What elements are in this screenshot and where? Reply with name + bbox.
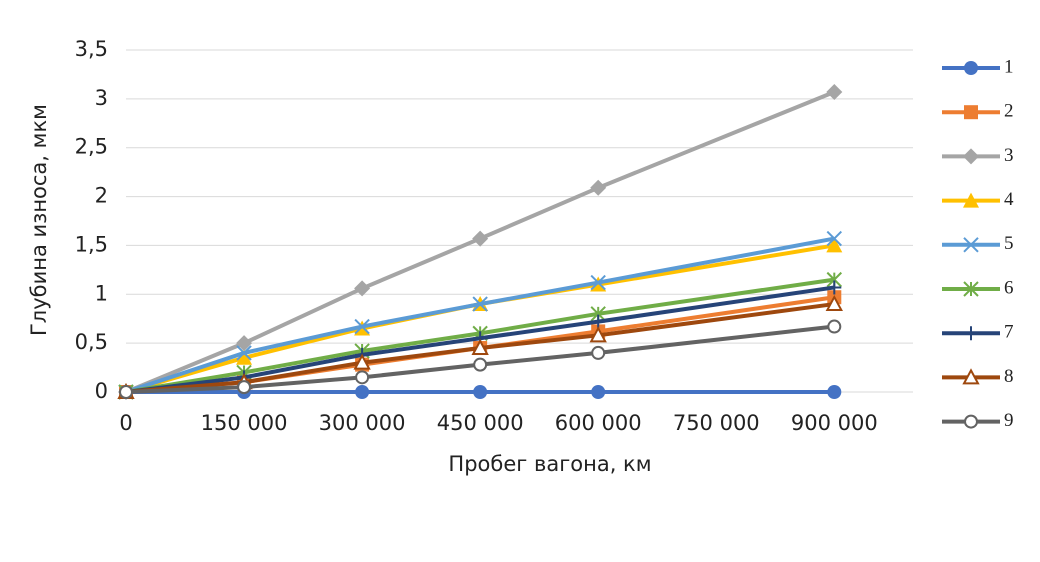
marker — [827, 385, 842, 399]
marker — [355, 370, 370, 385]
marker — [963, 192, 979, 208]
marker — [826, 84, 843, 101]
marker — [236, 349, 253, 365]
legend-label: 8 — [1004, 366, 1014, 387]
legend-label: 9 — [1004, 410, 1014, 431]
series-line — [125, 277, 835, 394]
x-tick-label: 300 000 — [319, 411, 406, 435]
marker — [237, 380, 252, 395]
legend-item: 8 — [942, 366, 1014, 387]
marker — [472, 296, 488, 312]
legend-item: 2 — [942, 101, 1014, 122]
marker — [826, 237, 843, 253]
legend-item: 4 — [942, 189, 1014, 210]
marker — [354, 318, 370, 335]
marker — [825, 294, 843, 312]
x-tick-label: 0 — [119, 411, 132, 435]
marker — [964, 105, 978, 120]
y-tick-label: 2 — [95, 184, 108, 208]
marker — [964, 61, 978, 75]
series-line — [125, 324, 835, 394]
legend-label: 4 — [1004, 189, 1014, 210]
legend-label: 1 — [1004, 56, 1014, 77]
y-tick-label: 0,5 — [75, 330, 108, 354]
marker — [590, 274, 606, 291]
x-tick-label: 600 000 — [555, 411, 642, 435]
marker — [591, 385, 606, 399]
x-tick-label: 450 000 — [437, 411, 524, 435]
marker — [964, 326, 978, 341]
series-line — [125, 236, 835, 394]
x-tick-label: 900 000 — [791, 411, 878, 435]
marker — [589, 326, 607, 343]
series-line — [125, 90, 836, 394]
marker — [472, 230, 489, 247]
marker — [473, 357, 488, 372]
marker — [963, 281, 979, 297]
y-tick-label: 1 — [95, 281, 108, 305]
legend-item: 1 — [942, 56, 1014, 77]
legend-label: 5 — [1004, 233, 1014, 254]
legend-label: 2 — [1004, 101, 1014, 122]
marker — [827, 319, 842, 334]
y-tick-label: 0 — [95, 379, 108, 403]
legend-label: 7 — [1004, 322, 1014, 343]
marker — [119, 385, 133, 399]
marker — [353, 353, 371, 370]
legend-item: 3 — [942, 145, 1014, 166]
legend-item: 6 — [942, 277, 1014, 298]
series — [118, 230, 843, 400]
series — [119, 319, 842, 399]
marker — [590, 179, 607, 196]
legend-label: 6 — [1004, 277, 1014, 298]
y-tick-label: 3 — [95, 86, 108, 110]
marker — [591, 345, 606, 360]
y-tick-label: 1,5 — [75, 232, 108, 256]
marker — [963, 148, 979, 165]
marker — [354, 280, 371, 297]
legend-item: 7 — [942, 322, 1014, 343]
y-tick-label: 3,5 — [75, 37, 108, 61]
marker — [473, 385, 488, 399]
y-axis-label: Глубина износа, мкм — [27, 104, 51, 336]
marker — [471, 338, 489, 356]
marker — [355, 385, 370, 399]
legend-item: 9 — [942, 410, 1014, 431]
legend-item: 5 — [942, 233, 1014, 254]
legend-label: 3 — [1004, 145, 1014, 166]
marker — [236, 335, 253, 352]
marker — [236, 345, 252, 361]
series-line — [125, 285, 835, 394]
marker — [963, 237, 979, 253]
marker — [962, 368, 980, 385]
x-tick-label: 750 000 — [673, 411, 760, 435]
marker — [826, 230, 843, 247]
marker — [964, 414, 978, 429]
marker — [827, 280, 842, 295]
y-tick-label: 2,5 — [75, 135, 108, 159]
series-line — [125, 302, 835, 394]
x-tick-label: 150 000 — [201, 411, 288, 435]
x-axis-label: Пробег вагона, км — [448, 452, 651, 476]
